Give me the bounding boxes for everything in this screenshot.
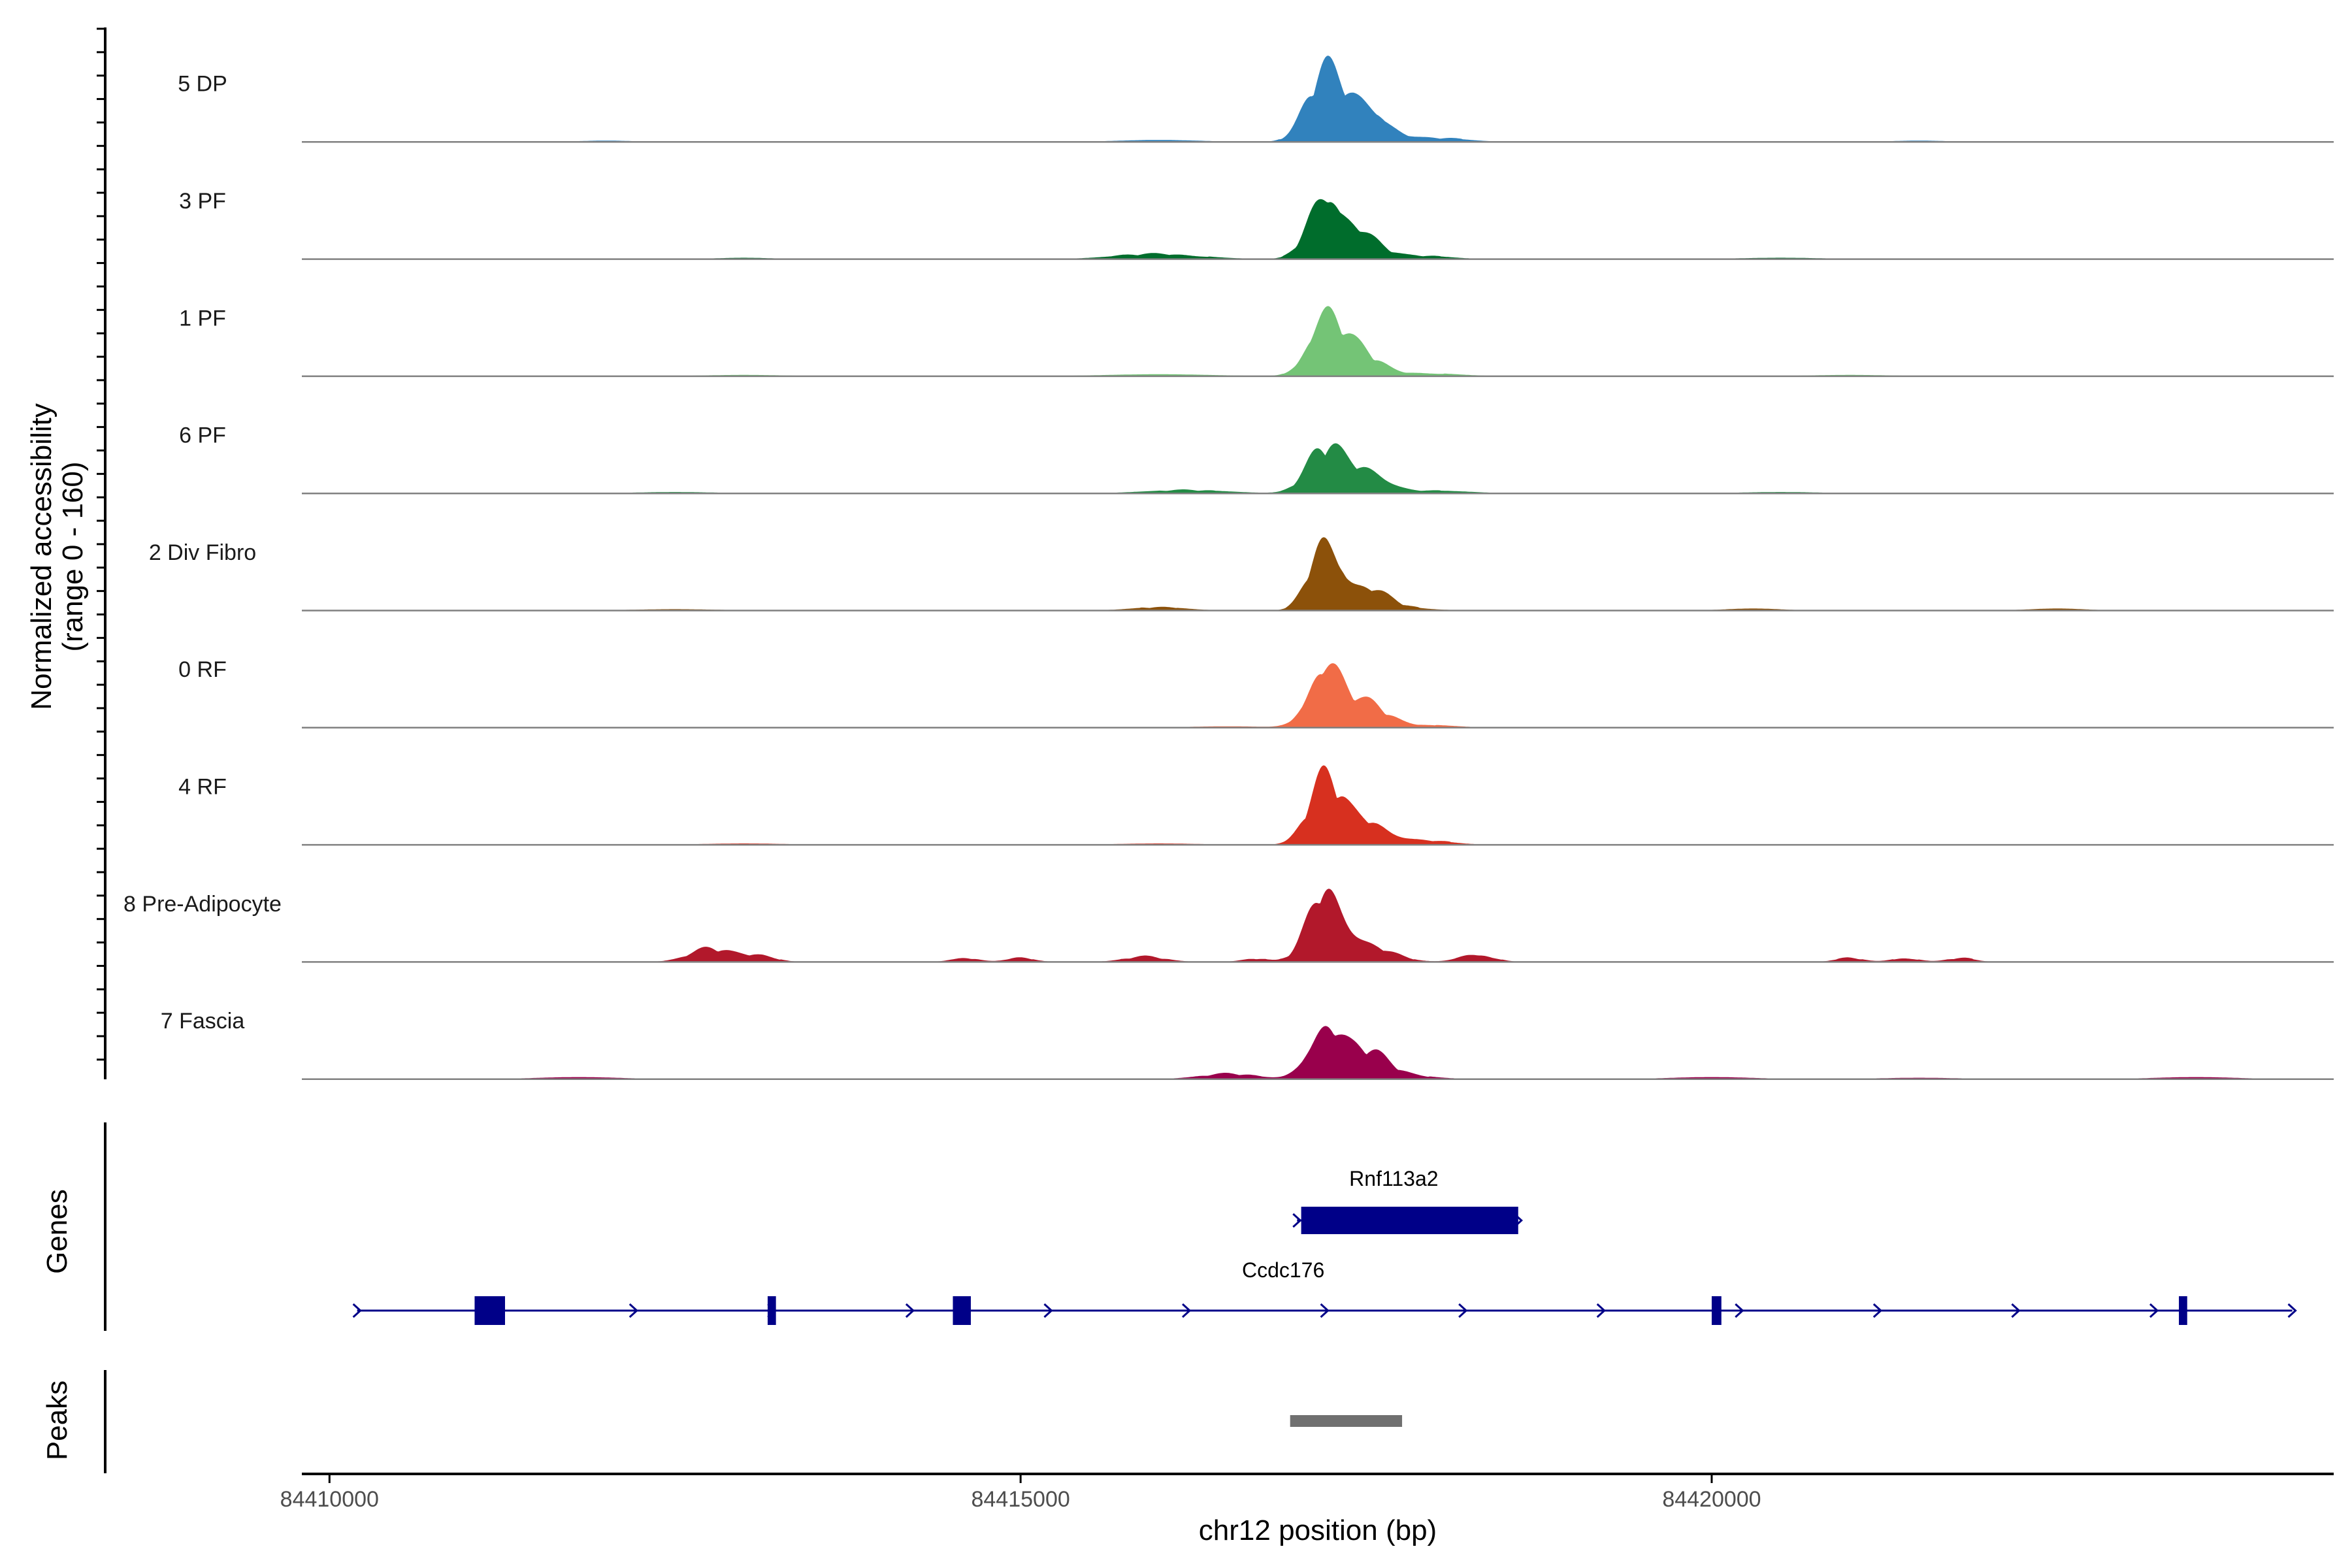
gene-exon [953, 1296, 971, 1325]
coverage-area [302, 889, 2334, 962]
track-label: 2 Div Fibro [149, 540, 256, 565]
coverage-tracks: 5 DP 3 PF 1 PF 6 PF 2 Div Fibro 0 RF 4 RF 8 Pre… [123, 56, 2334, 1080]
track-label: 0 RF [178, 657, 227, 682]
gene-exon [1301, 1207, 1518, 1234]
strand-chevron [352, 1303, 362, 1318]
coverage-area [302, 306, 2334, 376]
peak-bar [1290, 1415, 1403, 1427]
coverage-area [302, 765, 2334, 845]
strand-chevron [629, 1303, 638, 1318]
track-4-rf: 4 RF [178, 765, 2334, 846]
strand-chevron [1735, 1303, 1744, 1318]
track-3-pf: 3 PF [179, 189, 2334, 260]
track-5-dp: 5 DP [178, 56, 2334, 143]
track-label: 7 Fascia [161, 1009, 245, 1034]
x-tick-label: 84415000 [971, 1487, 1070, 1512]
strand-chevron [905, 1303, 915, 1318]
track-6-pf: 6 PF [179, 423, 2334, 495]
gene-exon [2179, 1296, 2187, 1325]
track-label: 3 PF [179, 189, 226, 214]
track-2-div-fibro: 2 Div Fibro [149, 537, 2334, 612]
coverage-area [302, 663, 2334, 728]
track-label: 1 PF [179, 306, 226, 331]
coverage-area [302, 443, 2334, 494]
track-8-pre-adipocyte: 8 Pre-Adipocyte [123, 889, 2334, 963]
strand-chevron [2149, 1303, 2159, 1318]
strand-chevron [1872, 1303, 1883, 1318]
coverage-area [302, 1026, 2334, 1079]
gene-rnf113a2: Rnf113a2 [1292, 1167, 1523, 1234]
gene-annotations: Rnf113a2 Ccdc176 [352, 1167, 2297, 1325]
strand-chevron [1043, 1303, 1053, 1318]
strand-chevron [1596, 1303, 1606, 1318]
track-0-rf: 0 RF [178, 657, 2334, 729]
coverage-area [302, 537, 2334, 611]
gene-exon [474, 1296, 505, 1325]
track-label: 4 RF [178, 774, 227, 799]
coverage-y-axis [97, 27, 106, 1079]
coverage-area [302, 56, 2334, 142]
x-tick-label: 84420000 [1662, 1487, 1761, 1512]
gene-label: Rnf113a2 [1349, 1167, 1438, 1190]
track-7-fascia: 7 Fascia [161, 1009, 2334, 1080]
y-axis-subtitle: (range 0 - 160) [57, 461, 89, 651]
strand-chevron [1182, 1303, 1192, 1318]
gene-exon [767, 1296, 776, 1325]
strand-chevron [2287, 1303, 2297, 1318]
track-label: 5 DP [178, 72, 227, 97]
strand-chevron [2011, 1303, 2021, 1318]
x-tick-label: 84410000 [280, 1487, 379, 1512]
track-1-pf: 1 PF [179, 306, 2334, 378]
x-axis-ticks: 84410000 84415000 84420000 [280, 1474, 1761, 1512]
track-label: 8 Pre-Adipocyte [123, 892, 282, 917]
y-axis-title: Normalized accessibility [25, 403, 57, 710]
x-axis-title: chr12 position (bp) [1199, 1514, 1437, 1546]
gene-exon [1711, 1296, 1722, 1325]
strand-chevron [1292, 1213, 1302, 1228]
peak-regions [1290, 1415, 1403, 1427]
coverage-area [302, 199, 2334, 259]
strand-chevron [1458, 1303, 1468, 1318]
peaks-panel-title: Peaks [41, 1380, 73, 1460]
track-label: 6 PF [179, 423, 226, 448]
gene-ccdc176: Ccdc176 [352, 1258, 2297, 1325]
strand-chevron [1320, 1303, 1330, 1318]
genes-panel-title: Genes [41, 1189, 73, 1274]
gene-label: Ccdc176 [1242, 1258, 1324, 1282]
